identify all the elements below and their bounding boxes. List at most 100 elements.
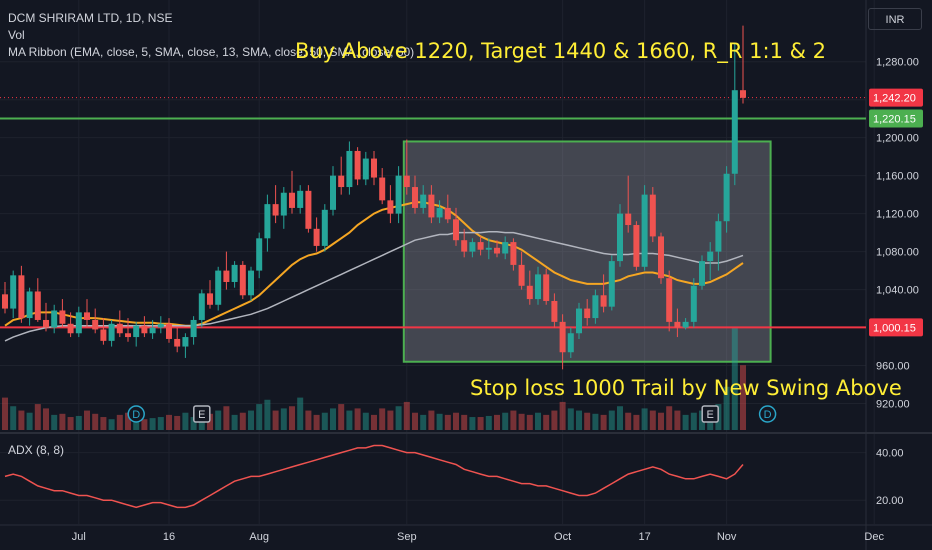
adx-indicator-label[interactable]: ADX (8, 8): [8, 443, 65, 457]
candle-body: [67, 323, 74, 334]
volume-bar: [551, 410, 558, 430]
candle-body: [535, 274, 541, 300]
volume-bar: [723, 386, 730, 430]
candle-body: [125, 333, 131, 338]
volume-bar: [313, 414, 320, 430]
time-tick-label: Sep: [397, 531, 417, 543]
candle-body: [576, 308, 582, 334]
volume-bar: [502, 412, 509, 430]
candle-body: [559, 321, 566, 353]
candle-body: [658, 236, 664, 279]
candle-body: [469, 242, 476, 252]
earnings-marker: [701, 405, 719, 423]
candle-body: [412, 187, 418, 208]
price-level-badge: [869, 109, 923, 128]
candle-body: [272, 204, 279, 216]
volume-bar: [75, 415, 82, 430]
candle-body: [51, 310, 58, 328]
volume-bar: [34, 404, 41, 430]
candle-body: [100, 329, 107, 341]
volume-bar: [59, 413, 66, 430]
price-tick-label: 1,080.00: [876, 247, 919, 259]
candle-body: [543, 274, 550, 301]
price-level-badge: [869, 88, 923, 107]
volume-bar: [420, 414, 427, 430]
candle-body: [75, 312, 82, 334]
volume-bar: [305, 410, 312, 430]
candle-body: [256, 238, 263, 271]
candle-body: [600, 295, 607, 307]
volume-bar: [149, 418, 156, 430]
candle-body: [223, 270, 230, 282]
volume-bar: [182, 412, 189, 430]
candle-body: [420, 194, 427, 208]
candle-body: [633, 225, 640, 267]
ma-ribbon-indicator-label[interactable]: MA Ribbon (EMA, close, 5, SMA, close, 13…: [8, 45, 415, 59]
volume-bar: [387, 410, 394, 430]
volume-bar: [600, 414, 607, 430]
candle-body: [436, 207, 443, 218]
candle-body: [731, 90, 738, 174]
candle-body: [34, 291, 41, 320]
candle-body: [92, 319, 99, 330]
volume-bar: [116, 414, 123, 430]
volume-indicator-label[interactable]: Vol: [8, 28, 25, 42]
candle-body: [174, 338, 181, 347]
candle-body: [666, 278, 673, 322]
buy-annotation[interactable]: Buy Above 1220, Target 1440 & 1660, R_R …: [295, 39, 827, 63]
candle-body: [133, 325, 140, 338]
volume-bar: [477, 417, 484, 430]
volume-bar: [51, 414, 58, 430]
candle-body: [313, 228, 320, 246]
volume-bar: [297, 397, 304, 430]
candle-body: [625, 213, 632, 226]
candle-body: [330, 175, 336, 210]
volume-bar: [625, 412, 632, 430]
time-tick-label: Jul: [72, 531, 86, 543]
volume-bar: [740, 365, 746, 430]
candle-body: [387, 200, 394, 214]
volume-bar: [592, 413, 599, 430]
volume-bar: [346, 410, 353, 430]
time-tick-label: 17: [638, 531, 650, 543]
volume-bar: [280, 408, 287, 430]
price-tick-label: 960.00: [876, 361, 910, 373]
candle-body: [403, 175, 410, 188]
candle-body: [674, 321, 681, 328]
volume-bar: [584, 412, 591, 430]
candle-body: [354, 150, 361, 180]
volume-bar: [239, 412, 246, 430]
candle-body: [338, 175, 345, 188]
candle-body: [2, 294, 8, 309]
currency-button[interactable]: INR: [868, 8, 922, 30]
candle-body: [157, 323, 164, 328]
candle-body: [18, 275, 25, 319]
volume-bar: [510, 410, 517, 430]
chart-legend: DCM SHRIRAM LTD, 1D, NSE Vol MA Ribbon (…: [8, 10, 414, 61]
candle-body: [362, 158, 369, 180]
candle-body: [108, 323, 115, 341]
price-tick-label: 1,040.00: [876, 285, 919, 297]
candle-body: [699, 261, 705, 286]
volume-bar: [338, 404, 345, 430]
price-level-badge-label: 1,220.15: [873, 114, 916, 126]
stop-loss-annotation[interactable]: Stop loss 1000 Trail by New Swing Above: [470, 376, 902, 400]
volume-bar: [133, 417, 140, 430]
volume-bar: [371, 414, 377, 430]
candle-body: [649, 194, 656, 237]
candle-body: [608, 261, 615, 307]
volume-bar: [166, 414, 172, 430]
candle-body: [477, 242, 484, 250]
symbol-title[interactable]: DCM SHRIRAM LTD, 1D, NSE: [8, 11, 173, 25]
volume-bar: [436, 413, 443, 430]
volume-bar: [84, 410, 90, 430]
volume-bar: [567, 408, 574, 430]
adx-line: [4, 444, 744, 509]
event-marker-label: D: [764, 409, 772, 421]
candle-body: [461, 240, 468, 252]
volume-bar: [26, 412, 33, 430]
volume-bar: [264, 399, 271, 430]
candle-body: [592, 295, 599, 319]
volume-bar: [453, 412, 459, 430]
